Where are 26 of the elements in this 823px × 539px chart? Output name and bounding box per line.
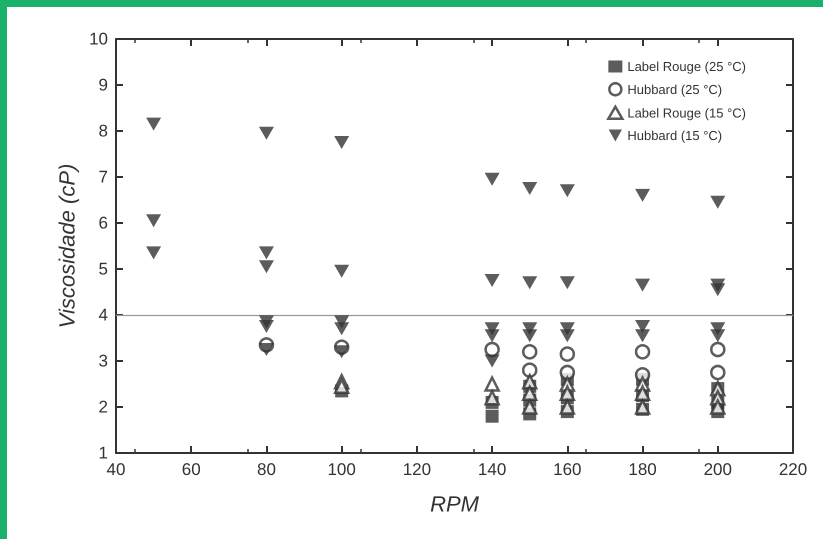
- x-tick-label: 60: [182, 460, 201, 479]
- x-tick-label: 40: [106, 460, 126, 479]
- legend-label: Label Rouge (25 °C): [627, 59, 746, 74]
- legend-label: Hubbard (25 °C): [627, 82, 722, 97]
- y-tick-label: 4: [98, 306, 108, 324]
- y-tick-label: 2: [98, 398, 108, 416]
- y-tick-label: 5: [98, 260, 108, 278]
- y-tick-label: 1: [98, 444, 108, 462]
- y-tick-label: 9: [98, 76, 108, 94]
- x-tick-label: 160: [553, 460, 582, 479]
- x-tick-label: 140: [478, 460, 506, 479]
- x-tick-label: 100: [327, 460, 356, 479]
- x-tick-label: 200: [704, 460, 732, 479]
- x-tick-label: 220: [778, 460, 808, 479]
- y-tick-label: 10: [89, 30, 108, 48]
- legend-label: Label Rouge (15 °C): [627, 105, 746, 120]
- y-tick-label: 7: [98, 168, 108, 186]
- legend-label: Hubbard (15 °C): [627, 128, 722, 143]
- x-tick-label: 180: [628, 460, 657, 479]
- x-tick-label: 80: [256, 460, 276, 479]
- x-axis-title: RPM: [430, 492, 480, 516]
- x-tick-label: 120: [402, 460, 432, 479]
- y-tick-label: 8: [98, 122, 108, 140]
- y-axis-title: Viscosidade (cP): [54, 164, 80, 328]
- y-tick-label: 3: [98, 352, 108, 370]
- y-tick-label: 6: [98, 214, 108, 232]
